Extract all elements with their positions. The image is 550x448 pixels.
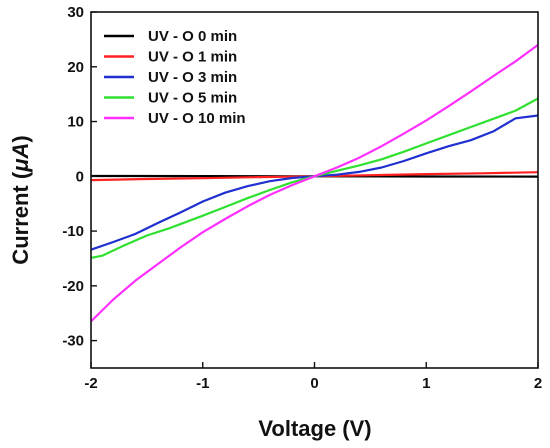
y-tick-label-6: 30 bbox=[67, 4, 84, 21]
series-line-4 bbox=[90, 44, 539, 323]
series-line-2 bbox=[90, 114, 539, 251]
x-tick-label-1: -1 bbox=[196, 375, 209, 392]
y-tick-label-0: -30 bbox=[62, 333, 84, 350]
legend-label-2: UV - O 3 min bbox=[148, 69, 237, 86]
series-layer bbox=[90, 44, 539, 323]
y-axis-title-unit: μA bbox=[8, 143, 33, 173]
y-tick-label-5: 20 bbox=[67, 59, 84, 76]
y-axis-title-prefix: Current ( bbox=[8, 171, 33, 265]
x-tick-label-3: 1 bbox=[422, 375, 430, 392]
x-tick-label-0: -2 bbox=[84, 375, 97, 392]
y-tick-label-2: -10 bbox=[62, 223, 84, 240]
legend-label-1: UV - O 1 min bbox=[148, 49, 237, 66]
x-axis-title: Voltage (V) bbox=[258, 416, 371, 441]
legend-label-0: UV - O 0 min bbox=[148, 28, 237, 45]
x-tick-label-2: 0 bbox=[310, 375, 318, 392]
y-axis-title-suffix: ) bbox=[8, 135, 33, 142]
svg-text:Current (μA): Current (μA) bbox=[8, 135, 33, 264]
legend: UV - O 0 min UV - O 1 min UV - O 3 min UV -… bbox=[104, 28, 246, 127]
y-axis-title: Current (μA) bbox=[8, 135, 33, 264]
x-tick-label-4: 2 bbox=[534, 375, 542, 392]
legend-label-4: UV - O 10 min bbox=[148, 110, 246, 127]
y-tick-label-1: -20 bbox=[62, 278, 84, 295]
y-tick-label-3: 0 bbox=[76, 168, 84, 185]
legend-label-3: UV - O 5 min bbox=[148, 90, 237, 107]
y-tick-label-4: 10 bbox=[67, 114, 84, 131]
